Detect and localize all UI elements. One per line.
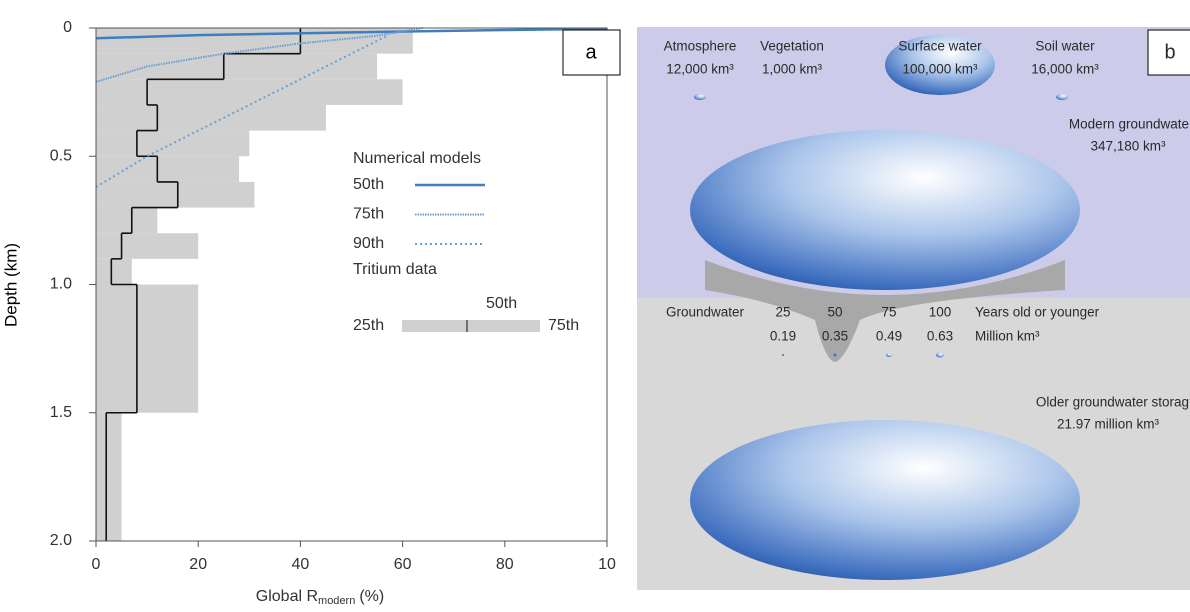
age-unit: Years old or younger bbox=[975, 305, 1100, 320]
tritium-range bbox=[96, 412, 122, 541]
reservoir-name: Atmosphere bbox=[664, 39, 737, 54]
panel-label: a bbox=[585, 41, 597, 63]
panel-a: Depth (km) Global Rmodern (%) 50th 75th 90t… bbox=[1, 19, 621, 607]
reservoir-name: Surface water bbox=[898, 39, 982, 54]
tritium-range bbox=[96, 53, 378, 80]
y-tick-label: 0.5 bbox=[50, 147, 72, 164]
x-tick-label: 80 bbox=[496, 556, 514, 573]
tritium-range bbox=[96, 130, 250, 157]
x-axis-label: Global Rmodern (%) bbox=[256, 588, 384, 607]
panel-label: b bbox=[1164, 41, 1175, 63]
tritium-range bbox=[96, 258, 132, 285]
y-tick-label: 0 bbox=[63, 19, 72, 36]
tritium-range bbox=[96, 79, 403, 105]
panel-label-box bbox=[1147, 29, 1190, 76]
x-axis-label-main: Global R bbox=[256, 588, 318, 605]
age-volume: 0.35 bbox=[822, 329, 848, 344]
surface-drop bbox=[885, 35, 995, 95]
reservoir-volume: 12,000 km³ bbox=[666, 62, 734, 77]
age-drop bbox=[886, 353, 892, 357]
legend-label: 90th bbox=[353, 235, 384, 252]
age-unit: Million km³ bbox=[975, 329, 1040, 344]
reservoir-name: Vegetation bbox=[760, 39, 824, 54]
modern-drop bbox=[690, 130, 1080, 290]
panel-b: Atmosphere 12,000 km³ Vegetation 1,000 k… bbox=[637, 27, 1190, 590]
model-line bbox=[95, 27, 608, 40]
age-drop bbox=[833, 353, 837, 357]
reservoir-volume: 1,000 km³ bbox=[762, 62, 823, 77]
legend-label: 75th bbox=[548, 317, 579, 334]
older-drop bbox=[690, 420, 1080, 580]
soil-drop bbox=[1056, 94, 1068, 100]
age-volume: 0.63 bbox=[927, 329, 953, 344]
age-years: 75 bbox=[881, 305, 896, 320]
reservoir-volume: 347,180 km³ bbox=[1090, 139, 1166, 154]
legend-title: Numerical models bbox=[353, 150, 481, 167]
y-axis-label: Depth (km) bbox=[1, 243, 20, 327]
reservoir-volume: 16,000 km³ bbox=[1031, 62, 1099, 77]
reservoir-name: Older groundwater storag bbox=[1036, 395, 1189, 410]
x-tick-label: 10 bbox=[598, 556, 616, 573]
age-volume: 0.19 bbox=[770, 329, 796, 344]
reservoir-volume: 21.97 million km³ bbox=[1057, 417, 1160, 432]
reservoir-name: Modern groundwate bbox=[1069, 117, 1189, 132]
age-years: 100 bbox=[929, 305, 952, 320]
drop-shadow bbox=[705, 260, 1065, 362]
x-axis-label-sub: modern bbox=[318, 595, 355, 607]
legend-swatch bbox=[402, 320, 540, 332]
reservoir-volume: 100,000 km³ bbox=[902, 62, 978, 77]
y-tick-label: 2.0 bbox=[50, 532, 72, 549]
tritium-range bbox=[96, 207, 158, 234]
x-axis-label-unit: (%) bbox=[359, 588, 384, 605]
panel-label-box bbox=[562, 29, 621, 76]
age-volume: 0.49 bbox=[876, 329, 902, 344]
x-tick-label: 20 bbox=[189, 556, 207, 573]
legend-label: 75th bbox=[353, 206, 384, 223]
legend-label: 50th bbox=[353, 176, 384, 193]
x-tick-label: 0 bbox=[92, 556, 101, 573]
tritium-range bbox=[96, 181, 255, 208]
atmosphere-drop bbox=[694, 94, 706, 100]
model-line bbox=[95, 27, 424, 83]
reservoir-name: Soil water bbox=[1035, 39, 1095, 54]
age-years: 50 bbox=[827, 305, 842, 320]
y-tick-label: 1.5 bbox=[50, 404, 72, 421]
age-drop bbox=[782, 354, 784, 356]
age-title: Groundwater bbox=[666, 305, 745, 320]
tritium-range bbox=[96, 104, 326, 131]
tritium-range bbox=[96, 156, 240, 182]
legend-title: Tritium data bbox=[353, 261, 437, 278]
x-tick-label: 40 bbox=[292, 556, 310, 573]
x-tick-label: 60 bbox=[394, 556, 412, 573]
y-tick-label: 1.0 bbox=[50, 276, 72, 293]
age-drop bbox=[936, 352, 944, 358]
age-years: 25 bbox=[775, 305, 790, 320]
tritium-range bbox=[96, 284, 199, 413]
tritium-range bbox=[96, 233, 199, 259]
legend-label: 50th bbox=[486, 295, 517, 312]
legend-label: 25th bbox=[353, 317, 384, 334]
